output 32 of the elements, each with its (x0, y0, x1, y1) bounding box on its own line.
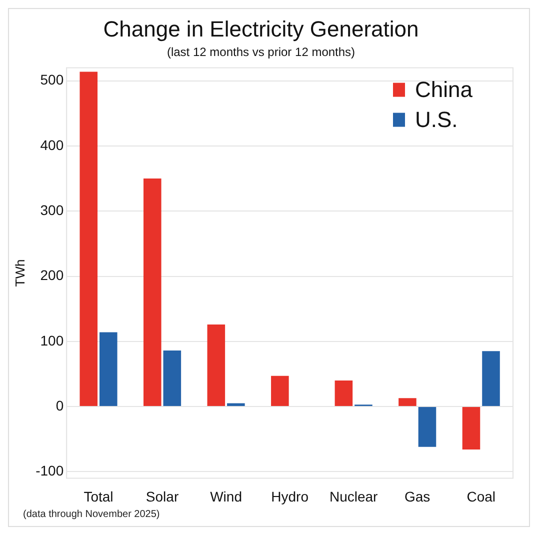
bar (207, 324, 226, 406)
x-tick-label: Solar (146, 488, 179, 504)
bar (398, 398, 416, 406)
bar (418, 407, 436, 447)
bar (482, 351, 500, 406)
bar (99, 332, 118, 406)
x-tick-label: Coal (466, 488, 496, 504)
bar (143, 178, 162, 406)
text: (data through November 2025) (23, 509, 161, 520)
legend-label: U.S. (415, 106, 458, 132)
bar (462, 407, 480, 450)
x-tick-label: Wind (210, 488, 242, 504)
x-tick-label: Gas (404, 488, 430, 504)
y-tick-label: 200 (40, 267, 64, 284)
bar (163, 350, 182, 406)
x-tick-label: Nuclear (329, 488, 378, 504)
y-tick-label: -100 (36, 462, 64, 479)
x-tick-label: Hydro (271, 488, 309, 504)
y-tick-label: 400 (40, 136, 64, 153)
y-tick-label: 500 (40, 72, 64, 88)
legend-label: China (415, 76, 474, 102)
y-axis-title: TWh (12, 259, 28, 287)
bar (334, 380, 353, 406)
y-tick-label: 0 (56, 397, 64, 414)
x-tick-label: Total (84, 488, 114, 504)
bar (271, 376, 289, 406)
y-tick-label: 100 (40, 332, 64, 348)
chart-title: Change in Electricity Generation (103, 16, 419, 42)
bar (227, 403, 245, 406)
bar (80, 72, 98, 406)
chart-subtitle: (last 12 months vs prior 12 months) (166, 44, 356, 59)
y-tick-label: 300 (40, 202, 64, 218)
